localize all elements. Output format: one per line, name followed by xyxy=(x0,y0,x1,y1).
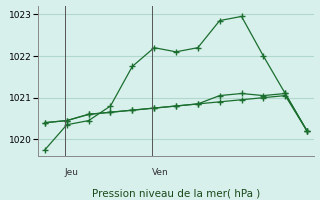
Text: Pression niveau de la mer( hPa ): Pression niveau de la mer( hPa ) xyxy=(92,189,260,199)
Text: Ven: Ven xyxy=(152,168,169,177)
Text: Jeu: Jeu xyxy=(65,168,79,177)
